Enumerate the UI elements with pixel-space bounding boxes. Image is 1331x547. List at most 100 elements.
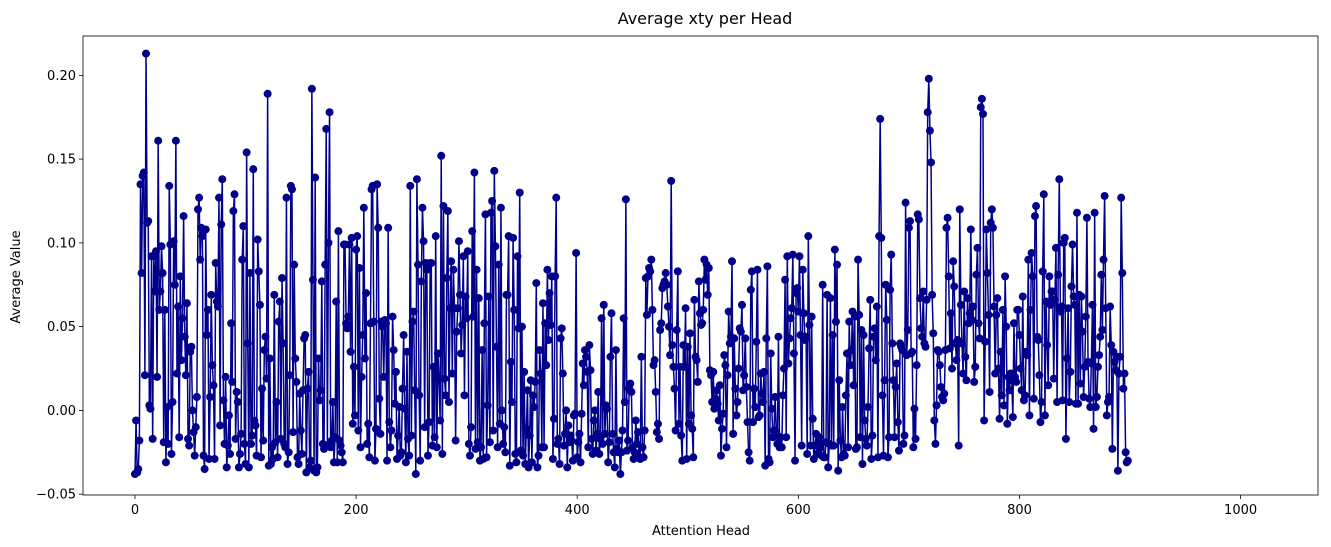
data-point	[590, 406, 599, 415]
data-point	[332, 297, 341, 306]
data-point	[187, 342, 196, 351]
data-point	[464, 439, 473, 448]
data-point	[595, 449, 604, 458]
data-point	[631, 416, 640, 425]
data-point	[1113, 466, 1122, 475]
data-point	[503, 290, 512, 299]
data-point	[736, 327, 745, 336]
data-point	[781, 275, 790, 284]
data-point	[444, 398, 453, 407]
data-point	[728, 257, 737, 266]
data-point	[429, 362, 438, 371]
data-point	[232, 387, 241, 396]
data-point	[828, 331, 837, 340]
data-point	[982, 225, 991, 234]
data-point	[627, 387, 636, 396]
data-point	[419, 237, 428, 246]
data-point	[840, 451, 849, 460]
data-point	[260, 346, 269, 355]
data-point	[348, 419, 357, 428]
data-point	[824, 463, 833, 472]
data-point	[216, 421, 225, 430]
data-point	[694, 277, 703, 286]
data-point	[274, 317, 283, 326]
data-point	[244, 463, 253, 472]
data-point	[422, 265, 431, 274]
data-point	[334, 227, 343, 236]
data-point	[284, 448, 293, 457]
data-point	[1038, 267, 1047, 276]
data-point	[677, 431, 686, 440]
data-point	[1009, 319, 1018, 328]
data-point	[205, 454, 214, 463]
data-point	[417, 277, 426, 286]
data-point	[722, 443, 731, 452]
data-point	[433, 349, 442, 358]
data-point	[224, 411, 233, 420]
data-point	[283, 460, 292, 469]
data-point	[177, 356, 186, 365]
data-point	[140, 371, 149, 380]
data-point	[1025, 411, 1034, 420]
data-point	[860, 416, 869, 425]
data-point	[533, 463, 542, 472]
data-point	[766, 349, 775, 358]
data-point	[993, 294, 1002, 303]
data-point	[865, 344, 874, 353]
data-point	[470, 168, 479, 177]
data-point	[906, 217, 915, 226]
data-point	[500, 423, 509, 432]
data-point	[1092, 393, 1101, 401]
data-point	[249, 165, 258, 174]
data-point	[871, 356, 880, 365]
data-point	[626, 379, 635, 388]
data-point	[733, 398, 742, 407]
data-point	[762, 334, 771, 343]
data-point	[599, 300, 608, 309]
data-point	[795, 252, 804, 261]
data-point	[1120, 369, 1129, 378]
data-point	[830, 245, 839, 254]
data-point	[746, 285, 755, 294]
data-point	[171, 136, 180, 145]
data-point	[1081, 312, 1090, 321]
data-point	[893, 418, 902, 427]
data-point	[144, 217, 153, 226]
data-point	[844, 443, 853, 452]
data-point	[734, 364, 743, 373]
data-point	[394, 431, 403, 440]
data-point	[994, 364, 1003, 373]
data-point	[607, 309, 616, 318]
data-point	[168, 398, 177, 407]
data-point	[1016, 364, 1025, 373]
data-point	[656, 325, 665, 334]
data-point	[478, 346, 487, 355]
data-point	[192, 393, 201, 401]
data-point	[664, 322, 673, 331]
data-point	[221, 372, 230, 381]
data-point	[313, 463, 322, 472]
data-point	[690, 295, 699, 304]
y-axis: −0.05 0.00 0.05 0.10 0.15 0.20	[36, 69, 83, 503]
data-point	[202, 331, 211, 340]
data-point	[927, 158, 936, 167]
data-point	[153, 372, 162, 381]
data-point	[172, 369, 181, 378]
data-point	[480, 319, 489, 328]
data-point	[714, 416, 723, 425]
data-point	[289, 428, 298, 437]
data-point	[510, 305, 519, 314]
data-point	[720, 351, 729, 360]
data-point	[164, 439, 173, 448]
data-point	[436, 416, 445, 425]
data-point	[799, 309, 808, 318]
data-point	[904, 223, 913, 232]
data-point	[554, 434, 563, 443]
data-point	[513, 252, 522, 261]
data-point	[730, 334, 739, 343]
data-point	[972, 270, 981, 279]
data-point	[477, 443, 486, 452]
data-point	[146, 404, 155, 413]
data-point	[1037, 398, 1046, 407]
data-point	[253, 235, 262, 244]
